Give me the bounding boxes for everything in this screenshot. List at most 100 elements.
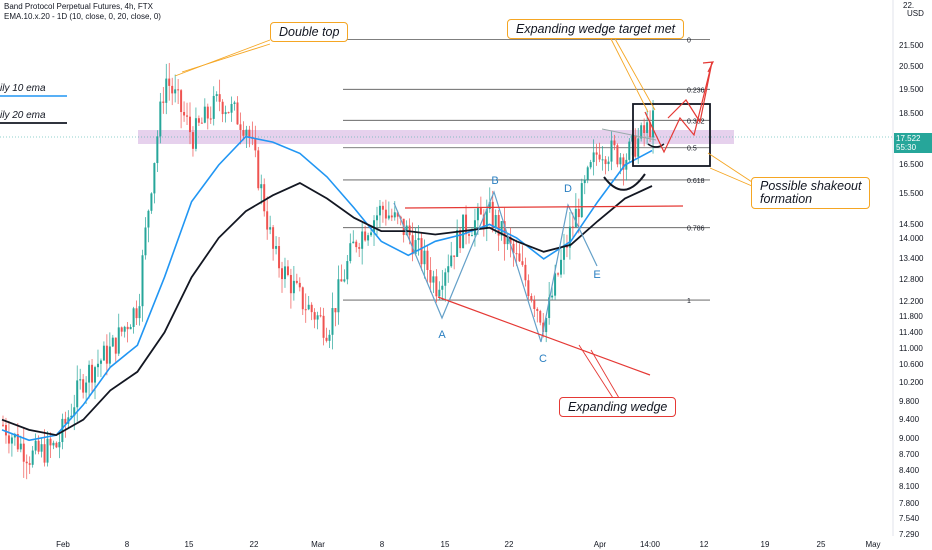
- candle-body: [589, 162, 592, 168]
- candle-body: [640, 125, 643, 139]
- candle-body: [194, 118, 197, 149]
- candle-body: [485, 209, 488, 229]
- candle-body: [76, 380, 79, 408]
- price-axis-label: 8.400: [899, 466, 920, 475]
- candle-body: [4, 425, 7, 436]
- shakeout-arc: [603, 173, 646, 191]
- candle-body: [248, 129, 251, 137]
- candle-body: [622, 157, 625, 170]
- candle-body: [652, 110, 655, 138]
- candle-body: [542, 322, 545, 333]
- candle-body: [46, 438, 49, 463]
- time-axis-label: 8: [125, 540, 130, 549]
- candle-body: [426, 250, 429, 270]
- candle-body: [610, 140, 613, 162]
- candle-body: [384, 209, 387, 219]
- candle-body: [560, 259, 563, 275]
- candle-countdown: 55:30: [896, 143, 917, 152]
- projection-path: [644, 61, 713, 154]
- candle-body: [19, 443, 22, 450]
- candle-body: [171, 85, 174, 94]
- candle-body: [295, 280, 298, 283]
- price-axis-label: 8.100: [899, 482, 920, 491]
- candle-body: [266, 211, 269, 230]
- price-axis-label: 13.400: [899, 254, 924, 263]
- candle-body: [129, 326, 132, 330]
- candle-body: [536, 308, 539, 311]
- candle-body: [180, 90, 183, 113]
- price-axis-label: 19.500: [899, 85, 924, 94]
- candle-body: [230, 103, 233, 113]
- candle-body: [40, 444, 43, 452]
- candle-body: [518, 253, 521, 262]
- candle-body: [634, 135, 637, 157]
- candle-body: [25, 461, 28, 464]
- candle-body: [346, 261, 349, 280]
- candle-body: [322, 315, 325, 338]
- chart-title: Band Protocol Perpetual Futures, 4h, FTX: [4, 2, 153, 11]
- candle-body: [236, 102, 239, 125]
- price-axis-label: 15.500: [899, 189, 924, 198]
- candle-body: [643, 125, 646, 133]
- price-axis-label: 12.200: [899, 297, 924, 306]
- candle-body: [283, 266, 286, 280]
- candle-body: [628, 141, 631, 160]
- candle-body: [325, 337, 328, 341]
- candle-body: [114, 337, 117, 354]
- candle-body: [286, 266, 289, 275]
- wedge-target-connector: [609, 36, 649, 113]
- time-axis-label: 12: [700, 540, 709, 549]
- candle-body: [233, 102, 236, 104]
- candle-body: [123, 326, 126, 332]
- fib-level-label: 0.382: [687, 118, 705, 125]
- wave-point-label: A: [438, 329, 446, 341]
- candle-body: [239, 124, 242, 131]
- candle-body: [577, 208, 580, 218]
- candle-body: [592, 152, 595, 163]
- candle-body: [361, 231, 364, 249]
- candle-body: [82, 379, 85, 393]
- candle-body: [396, 212, 399, 217]
- candle-body: [272, 227, 275, 249]
- candle-body: [257, 150, 260, 189]
- candle-body: [52, 442, 55, 446]
- price-axis-label: 18.500: [899, 109, 924, 118]
- candle-body: [340, 279, 343, 282]
- candle-body: [138, 306, 141, 319]
- candle-body: [562, 245, 565, 260]
- target-box: [632, 103, 711, 167]
- candle-body: [289, 274, 292, 294]
- candle-body: [607, 161, 610, 165]
- candle-body: [206, 106, 209, 119]
- candle-body: [55, 442, 58, 448]
- candle-body: [390, 215, 393, 218]
- candle-body: [509, 236, 512, 244]
- candle-body: [470, 235, 473, 237]
- candle-body: [304, 309, 307, 311]
- shakeout-callout: Possible shakeout formation: [751, 177, 871, 209]
- candle-body: [254, 138, 257, 151]
- candle-body: [99, 360, 102, 364]
- candle-body: [637, 138, 640, 157]
- candle-body: [105, 345, 108, 364]
- candle-body: [497, 215, 500, 236]
- candle-body: [447, 266, 450, 273]
- price-axis-label: 12.800: [899, 275, 924, 284]
- shakeout-connector: [709, 167, 753, 187]
- time-axis-label: Feb: [56, 540, 70, 549]
- fib-level-label: 1: [687, 298, 691, 305]
- candle-body: [28, 463, 31, 465]
- price-axis-label: 11.000: [899, 344, 923, 353]
- fib-level-label: 0.236: [687, 87, 705, 94]
- candle-body: [126, 326, 129, 330]
- candle-body: [417, 238, 420, 241]
- candle-body: [465, 214, 468, 235]
- candle-body: [141, 255, 144, 307]
- candle-body: [482, 214, 485, 229]
- candle-body: [120, 327, 123, 332]
- candle-body: [571, 226, 574, 228]
- candle-body: [453, 255, 456, 257]
- candle-body: [554, 273, 557, 296]
- candle-body: [301, 287, 304, 310]
